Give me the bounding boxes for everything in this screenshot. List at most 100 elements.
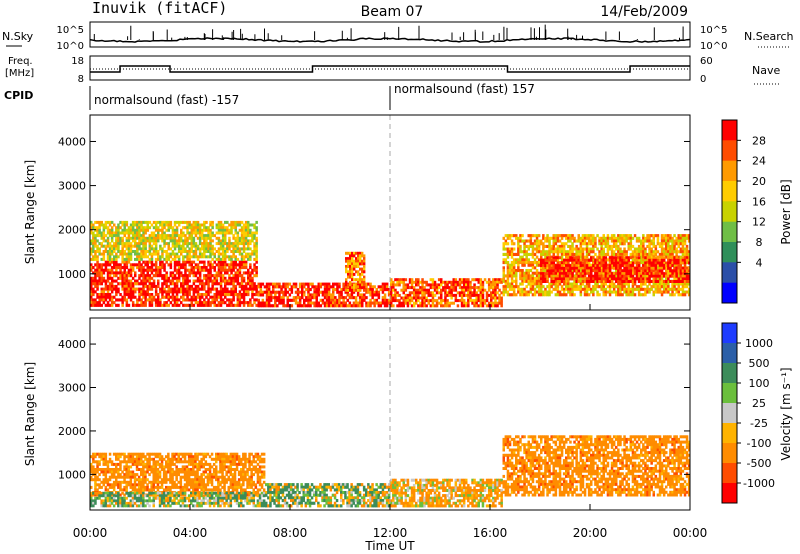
data-cell xyxy=(255,231,258,235)
data-cell xyxy=(598,293,601,297)
data-cell xyxy=(662,239,666,243)
data-cell xyxy=(681,293,685,297)
data-cell xyxy=(363,259,366,263)
data-cell xyxy=(102,279,106,283)
data-cell xyxy=(546,244,549,248)
data-cell xyxy=(610,266,614,270)
data-cell xyxy=(194,228,198,232)
data-cell xyxy=(184,287,187,291)
data-cell xyxy=(385,298,389,302)
data-cell xyxy=(529,274,533,278)
data-cell xyxy=(209,279,212,283)
data-cell xyxy=(194,298,198,302)
data-cell xyxy=(571,234,574,238)
data-cell xyxy=(587,242,591,246)
data-cell xyxy=(102,276,106,280)
data-cell xyxy=(512,247,516,251)
data-cell xyxy=(198,231,202,235)
data-cell xyxy=(617,277,620,281)
data-cell xyxy=(560,287,564,291)
data-cell xyxy=(173,298,177,302)
data-cell xyxy=(631,282,635,286)
data-cell xyxy=(157,250,160,253)
data-cell xyxy=(642,258,645,262)
data-cell xyxy=(142,282,145,286)
data-cell xyxy=(396,304,399,308)
data-cell xyxy=(633,280,637,283)
data-cell xyxy=(110,226,114,230)
data-cell xyxy=(656,239,660,243)
data-cell xyxy=(129,252,133,256)
data-cell xyxy=(462,291,466,295)
data-cell xyxy=(226,282,229,286)
data-cell xyxy=(575,287,578,291)
data-cell xyxy=(357,272,360,276)
data-cell xyxy=(92,266,95,270)
data-cell xyxy=(110,236,114,240)
data-cell xyxy=(144,236,147,240)
data-cell xyxy=(431,291,435,295)
data-cell xyxy=(219,284,223,288)
data-cell xyxy=(224,266,227,270)
data-cell xyxy=(194,231,198,235)
data-cell xyxy=(198,255,202,259)
data-cell xyxy=(228,274,231,278)
data-cell xyxy=(515,252,518,256)
data-cell xyxy=(602,274,605,278)
data-cell xyxy=(121,298,124,302)
data-cell xyxy=(665,255,668,259)
data-cell xyxy=(517,269,520,273)
data-cell xyxy=(648,242,651,246)
data-cell xyxy=(238,220,242,224)
data-cell xyxy=(110,284,114,288)
data-cell xyxy=(347,262,350,266)
data-cell xyxy=(342,304,345,308)
data-cell xyxy=(623,263,626,267)
data-cell xyxy=(108,293,112,297)
data-cell xyxy=(556,290,560,294)
data-cell xyxy=(177,268,181,272)
data-cell xyxy=(278,293,281,297)
data-cell xyxy=(159,301,162,305)
data-cell xyxy=(123,279,126,283)
data-cell xyxy=(644,269,647,273)
data-cell xyxy=(228,268,231,272)
data-cell xyxy=(152,234,156,238)
data-cell xyxy=(121,287,124,291)
data-cell xyxy=(224,250,227,253)
data-cell xyxy=(402,299,405,303)
data-cell xyxy=(230,226,233,230)
data-cell xyxy=(102,255,106,259)
data-cell xyxy=(349,259,352,263)
data-cell xyxy=(201,260,204,264)
data-cell xyxy=(465,293,468,297)
data-cell xyxy=(450,291,453,295)
data-cell xyxy=(175,260,179,264)
data-cell xyxy=(255,290,258,294)
data-cell xyxy=(127,236,131,240)
data-cell xyxy=(602,236,605,240)
data-cell xyxy=(108,242,112,246)
data-cell xyxy=(465,283,468,287)
data-cell xyxy=(247,252,250,256)
data-cell xyxy=(512,266,516,270)
data-cell xyxy=(175,271,179,275)
data-cell xyxy=(569,274,572,278)
data-cell xyxy=(683,256,687,260)
data-cell xyxy=(471,301,474,305)
data-cell xyxy=(652,266,655,270)
data-cell xyxy=(685,280,689,283)
data-cell xyxy=(542,247,545,251)
data-cell xyxy=(175,239,179,243)
data-cell xyxy=(579,242,583,246)
data-cell xyxy=(136,228,139,232)
data-cell xyxy=(506,277,510,281)
data-cell xyxy=(311,301,314,305)
data-cell xyxy=(175,268,179,272)
data-cell xyxy=(667,250,670,254)
data-cell xyxy=(546,277,549,281)
data-cell xyxy=(146,223,149,227)
data-cell xyxy=(211,231,214,235)
data-cell xyxy=(180,274,183,278)
data-cell xyxy=(106,295,110,299)
